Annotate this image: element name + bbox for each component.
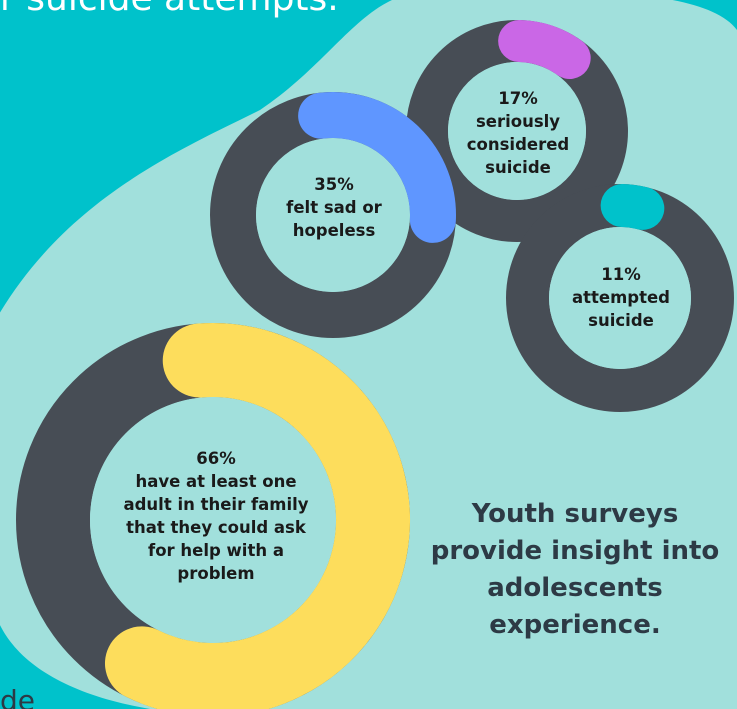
donut-value-arc [298,92,456,243]
label-attempted-suicide: 11% attempted suicide [551,263,691,332]
stat-text-line: felt sad or [286,198,382,218]
label-seriously-considered-suicide: 17% seriously considered suicide [448,87,588,179]
stat-text-line: problem [177,564,255,584]
stat-text-line: adult in their family [123,495,309,515]
footer-text-fragment: de [0,684,35,709]
stat-text-line: considered [466,135,570,155]
donut-hole [448,62,586,200]
tagline-line: experience. [489,609,661,640]
stat-text-line: that they could ask [126,518,306,538]
stat-value: 66% [196,449,236,468]
tagline-line: adolescents [487,572,663,603]
label-felt-sad-or-hopeless: 35% felt sad or hopeless [259,173,409,242]
donut-hole [256,138,410,292]
stat-text-line: suicide [588,311,654,331]
label-adult-in-family: 66% have at least one adult in their fam… [96,447,336,586]
stat-text-line: hopeless [292,221,376,241]
stat-text-line: attempted [572,288,670,308]
donut-value-arc [498,20,591,80]
stat-value: 35% [314,175,354,194]
header-text-fragment: r suicide attempts. [0,0,339,19]
donut-sad [210,92,456,338]
donut-value-arc [104,323,410,709]
stat-text-line: have at least one [135,472,297,492]
donut-considered [406,20,628,242]
donut-value-arc [600,184,665,230]
stat-text-line: for help with a [148,541,284,561]
donut-hole [90,397,336,643]
tagline-line: provide insight into [430,535,720,566]
stat-value: 17% [498,89,538,108]
donut-hole [549,227,691,369]
stat-value: 11% [601,265,641,284]
stat-text-line: suicide [485,158,551,178]
tagline-line: Youth surveys [471,499,679,529]
donut-charts [16,20,734,709]
donut-attempted [506,184,734,412]
tagline: Youth surveys provide insight into adole… [405,496,737,644]
donut-family [16,323,410,709]
stat-text-line: seriously [475,112,561,132]
